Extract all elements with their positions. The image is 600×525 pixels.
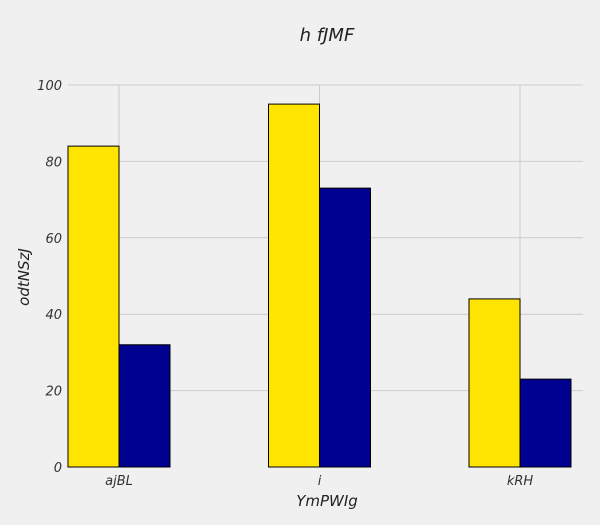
bars <box>67 103 572 468</box>
x-tick-label: kRH <box>507 474 534 489</box>
x-axis-ticks: ajBL i kRH <box>105 474 533 489</box>
x-axis-label: YmPWIg <box>296 492 358 510</box>
y-axis-label: odtNSzJ <box>15 248 33 306</box>
y-tick-label: 0 <box>54 461 62 476</box>
y-axis-ticks: 0 20 40 60 80 100 <box>37 79 62 476</box>
bar-kRH-series-1 <box>468 298 521 468</box>
bar-kRH-series-2 <box>519 378 572 468</box>
bar-ajBL-series-2 <box>118 344 171 468</box>
bar-i-series-2 <box>319 187 371 468</box>
y-tick-label: 100 <box>37 79 62 94</box>
y-tick-label: 20 <box>45 385 62 400</box>
y-tick-label: 60 <box>45 232 62 247</box>
bar-i-series-1 <box>268 103 320 468</box>
y-tick-label: 40 <box>45 308 62 323</box>
y-tick-label: 80 <box>45 155 62 170</box>
x-tick-label: i <box>318 474 322 489</box>
x-tick-label: ajBL <box>105 474 133 489</box>
bar-ajBL-series-1 <box>67 145 120 468</box>
chart-title: h fJMF <box>300 25 355 46</box>
